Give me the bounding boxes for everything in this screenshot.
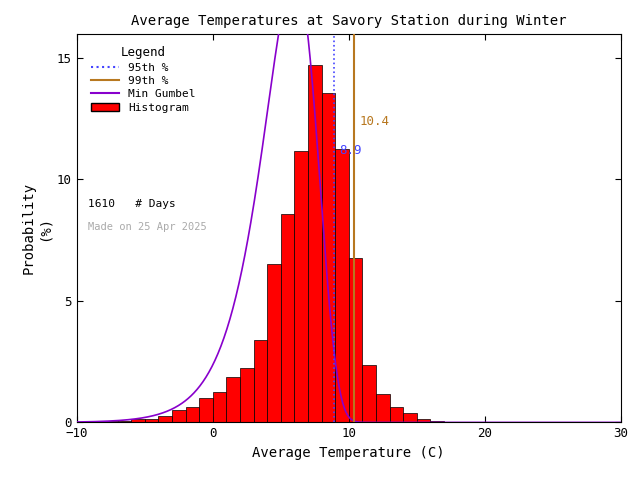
Min Gumbel [524, 420, 532, 425]
Min Gumbel [310, 97, 317, 103]
Bar [104, 421, 118, 422]
Bar [308, 65, 322, 422]
Bar [390, 408, 403, 422]
Bar [268, 264, 281, 422]
Legend: 95th %, 99th %, Min Gumbel, Histogram: 95th %, 99th %, Min Gumbel, Histogram [88, 43, 198, 116]
Title: Average Temperatures at Savory Station during Winter: Average Temperatures at Savory Station d… [131, 14, 566, 28]
Bar [240, 368, 253, 422]
Bar [131, 420, 145, 422]
Bar [403, 413, 417, 422]
Bar [335, 149, 349, 422]
Bar [376, 394, 390, 422]
Min Gumbel [457, 420, 465, 425]
Bar [159, 416, 172, 422]
Text: 1610   # Days: 1610 # Days [88, 199, 175, 209]
Bar [145, 420, 159, 422]
Bar [417, 420, 431, 422]
Bar [227, 377, 240, 422]
Bar [281, 214, 294, 422]
Min Gumbel [471, 420, 479, 425]
Bar [349, 258, 362, 422]
Min Gumbel [107, 418, 115, 424]
Bar [186, 408, 199, 422]
Bar [431, 421, 444, 422]
Min Gumbel [513, 420, 521, 425]
Bar [253, 339, 268, 422]
Text: Made on 25 Apr 2025: Made on 25 Apr 2025 [88, 222, 207, 232]
Bar [199, 398, 212, 422]
Bar [322, 94, 335, 422]
Bar [118, 421, 131, 422]
Line: Min Gumbel: Min Gumbel [50, 0, 640, 422]
Min Gumbel [46, 420, 54, 425]
X-axis label: Average Temperature (C): Average Temperature (C) [253, 446, 445, 460]
Text: 8.9: 8.9 [339, 144, 362, 157]
Bar [362, 365, 376, 422]
Bar [212, 392, 227, 422]
Bar [294, 151, 308, 422]
Text: 10.4: 10.4 [360, 115, 390, 128]
Y-axis label: Probability
(%): Probability (%) [21, 182, 51, 274]
Bar [172, 410, 186, 422]
